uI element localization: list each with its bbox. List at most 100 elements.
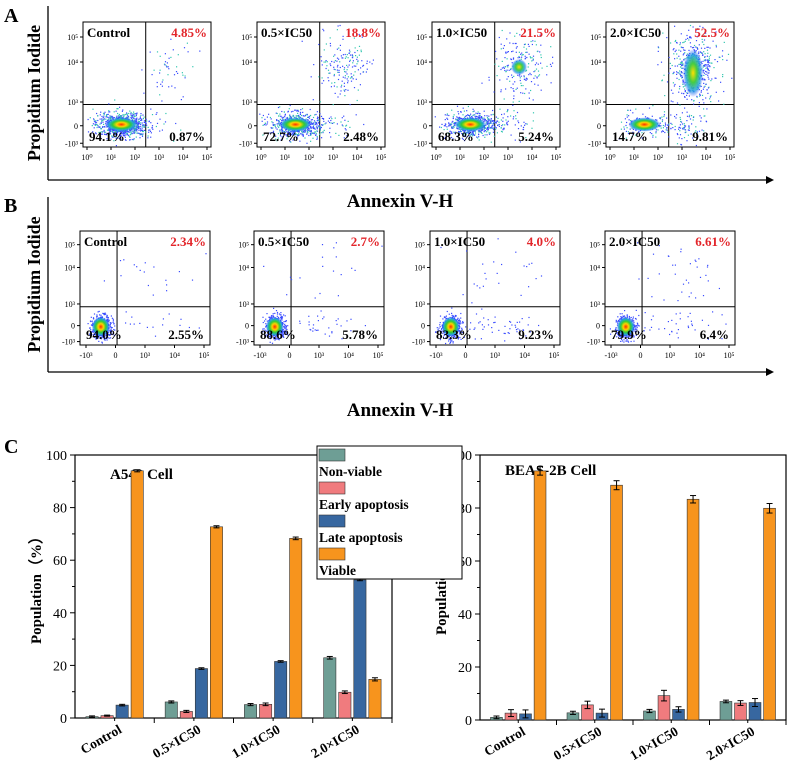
scatter-point xyxy=(323,129,325,131)
scatter-point xyxy=(707,59,709,61)
scatter-point xyxy=(504,124,506,126)
scatter-point xyxy=(322,265,324,267)
scatter-point xyxy=(120,116,122,118)
scatter-point xyxy=(89,334,91,336)
scatter-point xyxy=(109,133,112,135)
scatter-point xyxy=(281,110,283,113)
scatter-point xyxy=(476,116,478,118)
scatter-point xyxy=(457,317,459,319)
density-hotspot xyxy=(105,117,138,132)
scatter-point xyxy=(100,122,102,124)
scatter-point xyxy=(672,92,674,94)
scatter-point xyxy=(96,315,98,317)
scatter-point xyxy=(457,335,459,337)
scatter-point xyxy=(144,126,146,128)
scatter-point xyxy=(186,42,188,44)
scatter-point xyxy=(448,114,450,117)
scatter-point xyxy=(303,131,305,133)
scatter-point xyxy=(282,130,284,132)
scatter-point xyxy=(137,123,139,125)
scatter-point xyxy=(682,80,684,82)
scatter-point xyxy=(470,131,472,133)
scatter-point xyxy=(128,135,130,137)
scatter-point xyxy=(443,125,445,127)
scatter-point xyxy=(310,130,312,132)
scatter-point xyxy=(94,334,96,336)
scatter-point xyxy=(503,67,505,69)
scatter-point xyxy=(283,118,285,120)
scatter-point xyxy=(532,120,534,122)
scatter-point xyxy=(531,57,533,59)
scatter-point xyxy=(665,124,667,126)
scatter-point xyxy=(138,119,140,121)
scatter-point xyxy=(113,130,115,132)
scatter-point xyxy=(623,128,625,130)
scatter-point xyxy=(682,42,684,44)
scatter-point xyxy=(461,331,463,334)
scatter-point xyxy=(682,127,684,129)
scatter-point xyxy=(109,132,111,134)
scatter-point xyxy=(87,118,89,121)
scatter-point xyxy=(110,117,112,119)
scatter-point xyxy=(165,65,168,67)
flow-x-axis-label: Annexin V-H xyxy=(347,191,454,212)
scatter-point xyxy=(683,124,686,127)
scatter-point xyxy=(278,337,281,339)
scatter-point xyxy=(516,32,518,34)
scatter-point xyxy=(353,37,355,39)
scatter-point xyxy=(535,44,537,46)
scatter-point xyxy=(112,318,114,320)
scatter-point xyxy=(345,71,347,73)
scatter-point xyxy=(112,333,114,335)
scatter-point xyxy=(510,68,512,70)
y-tick-label: -10³ xyxy=(62,338,76,347)
scatter-point xyxy=(107,319,109,321)
scatter-point xyxy=(108,119,110,121)
scatter-point xyxy=(205,253,207,255)
scatter-point xyxy=(188,326,190,329)
scatter-point xyxy=(682,128,684,130)
scatter-point xyxy=(703,51,705,53)
scatter-point xyxy=(340,325,342,327)
quadrant-lower-left-percent: 72.7% xyxy=(263,129,299,144)
density-hotspot xyxy=(279,117,312,132)
scatter-point xyxy=(313,64,315,66)
scatter-point xyxy=(452,120,454,122)
scatter-point xyxy=(138,121,140,123)
scatter-point xyxy=(95,122,98,124)
scatter-point xyxy=(505,88,507,90)
scatter-point xyxy=(300,114,303,117)
scatter-point xyxy=(703,108,705,110)
scatter-point xyxy=(109,129,111,131)
scatter-point xyxy=(355,55,357,57)
scatter-point xyxy=(346,135,348,137)
scatter-point xyxy=(525,137,527,139)
scatter-point xyxy=(136,113,138,115)
scatter-point xyxy=(490,119,492,121)
scatter-point xyxy=(515,42,517,45)
scatter-point xyxy=(103,119,105,121)
scatter-point xyxy=(684,49,686,51)
density-hotspot xyxy=(454,117,487,132)
scatter-point xyxy=(346,78,348,80)
scatter-point xyxy=(322,318,324,320)
scatter-point xyxy=(649,132,651,134)
scatter-point xyxy=(104,126,106,128)
scatter-point xyxy=(715,91,717,93)
scatter-point xyxy=(459,323,461,325)
scatter-point xyxy=(672,49,674,51)
scatter-point xyxy=(549,63,552,65)
scatter-point xyxy=(700,117,702,119)
y-tick-label: 10³ xyxy=(417,98,428,107)
scatter-point xyxy=(137,132,139,134)
scatter-point xyxy=(282,335,284,337)
scatter-point xyxy=(657,50,659,52)
scatter-point xyxy=(312,132,314,134)
scatter-point xyxy=(529,56,531,58)
scatter-point xyxy=(321,256,324,258)
scatter-point xyxy=(487,122,490,124)
scatter-point xyxy=(681,138,683,140)
scatter-point xyxy=(710,95,712,97)
scatter-point xyxy=(493,126,496,128)
scatter-point xyxy=(666,37,668,39)
